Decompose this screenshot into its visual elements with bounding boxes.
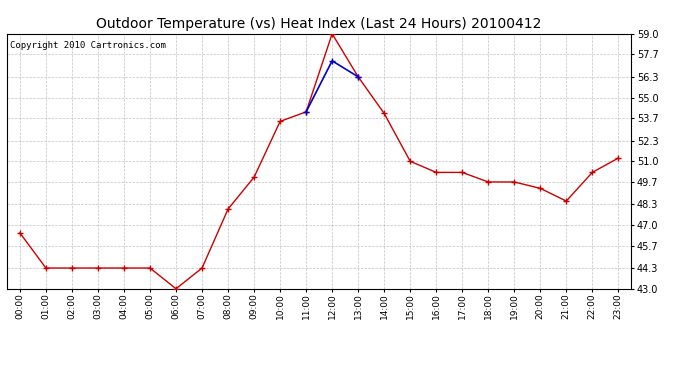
Title: Outdoor Temperature (vs) Heat Index (Last 24 Hours) 20100412: Outdoor Temperature (vs) Heat Index (Las…: [97, 17, 542, 31]
Text: Copyright 2010 Cartronics.com: Copyright 2010 Cartronics.com: [10, 41, 166, 50]
